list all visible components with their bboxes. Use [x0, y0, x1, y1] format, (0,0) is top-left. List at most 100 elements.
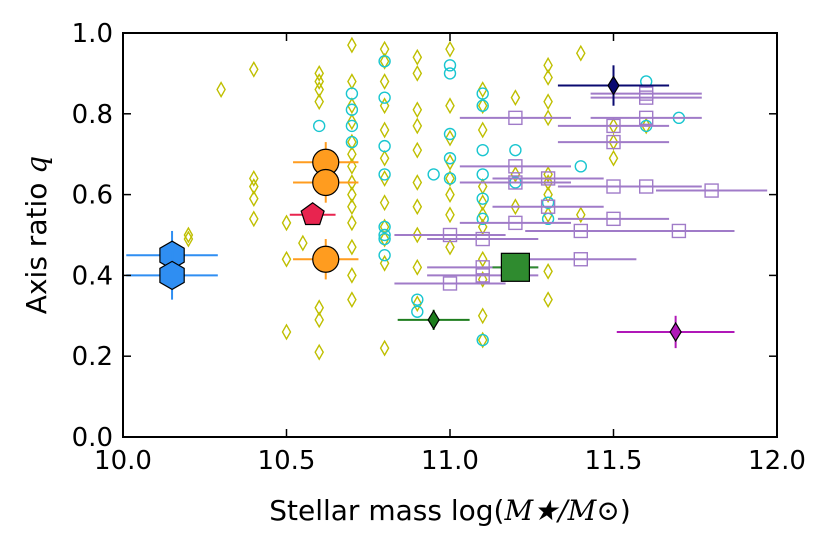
- purple-squares-point-14: [573, 223, 588, 239]
- yellow-diamonds-point-70: [477, 250, 488, 268]
- yellow-diamonds-point-57: [445, 129, 455, 147]
- yellow-diamonds-point-47: [412, 101, 423, 119]
- yellow-diamonds-point-76: [510, 198, 521, 216]
- yellow-diamonds-point-34: [379, 52, 390, 70]
- purple-squares-point-7: [540, 171, 556, 186]
- yellow-diamonds-point-43: [379, 254, 390, 272]
- purple-squares-point-6: [508, 159, 523, 174]
- yellow-diamonds-point-78: [543, 69, 553, 86]
- yellow-diamonds-point-46: [412, 64, 423, 82]
- yellow-diamonds-point-36: [379, 97, 390, 115]
- yellow-diamonds-point-5: [248, 210, 259, 228]
- yellow-diamonds-point-44: [379, 339, 390, 357]
- yellow-diamonds-point-51: [412, 198, 423, 216]
- yellow-diamonds-point-7: [183, 230, 194, 248]
- yellow-diamonds-point-87: [575, 206, 586, 224]
- y-tick-label-4: 0.8: [72, 100, 113, 130]
- cyan-circles-point-11: [378, 220, 391, 234]
- cyan-circles-point-32: [574, 160, 587, 173]
- cyan-circles-point-15: [427, 168, 440, 181]
- yellow-diamonds-point-45: [412, 48, 423, 66]
- cyan-circles-point-0: [313, 119, 326, 133]
- data-marks: [126, 36, 768, 361]
- cyan-circles-point-9: [378, 228, 391, 242]
- yellow-diamonds-series: [183, 36, 652, 361]
- green-diamond-point-0: [427, 309, 440, 330]
- yellow-diamonds-point-28: [347, 198, 357, 216]
- yellow-diamonds-point-48: [412, 117, 423, 135]
- yellow-diamonds-point-91: [608, 149, 619, 167]
- yellow-diamonds-point-61: [445, 206, 455, 224]
- yellow-diamonds-point-75: [510, 165, 521, 183]
- x-tick-label-2: 11.0: [421, 446, 479, 476]
- yellow-diamonds-point-72: [477, 307, 488, 325]
- yellow-diamonds-point-19: [347, 36, 357, 54]
- cyan-circles-point-17: [443, 127, 457, 141]
- yellow-diamonds-point-37: [379, 121, 390, 139]
- yellow-diamonds-point-42: [379, 230, 390, 248]
- yellow-diamonds-point-18: [314, 343, 325, 361]
- yellow-diamonds-point-2: [248, 170, 259, 187]
- yellow-diamonds-point-8: [281, 214, 292, 232]
- yellow-diamonds-point-77: [543, 56, 553, 74]
- yellow-diamonds-point-24: [347, 145, 357, 163]
- yellow-diamonds-point-69: [477, 218, 488, 236]
- yellow-diamonds-point-26: [347, 174, 357, 191]
- yellow-diamonds-point-21: [347, 97, 357, 115]
- yellow-diamonds-point-62: [445, 238, 455, 256]
- yellow-diamonds-point-80: [543, 109, 553, 127]
- red-pentagon-point-0: [300, 202, 325, 226]
- green-diamond-series: [397, 309, 470, 330]
- y-tick-label-2: 0.4: [72, 261, 113, 291]
- yellow-diamonds-point-10: [281, 323, 292, 341]
- yellow-diamonds-point-3: [248, 178, 259, 195]
- cyan-circles-point-26: [476, 212, 489, 226]
- yellow-diamonds-point-50: [412, 174, 423, 191]
- purple-squares-point-11: [704, 183, 719, 198]
- purple-squares-point-4: [606, 118, 621, 134]
- yellow-diamonds-point-73: [477, 331, 488, 349]
- yellow-diamonds-point-83: [543, 186, 553, 204]
- cyan-circles-point-21: [476, 87, 489, 100]
- red-pentagon-series: [289, 202, 336, 226]
- cyan-circles-point-3: [345, 135, 359, 149]
- yellow-diamonds-point-32: [347, 291, 357, 309]
- yellow-diamonds-point-14: [314, 81, 325, 98]
- purple-squares-point-22: [475, 268, 490, 283]
- navy-diamond-point-0: [607, 75, 620, 96]
- yellow-diamonds-point-55: [445, 40, 455, 58]
- purple-squares-point-19: [508, 215, 523, 231]
- cyan-circles-point-28: [509, 143, 522, 157]
- cyan-circles-point-16: [443, 152, 457, 165]
- yellow-diamonds-point-92: [641, 117, 652, 135]
- yellow-diamonds-point-13: [314, 73, 325, 90]
- orange-circles-series: [293, 142, 359, 280]
- cyan-circles-point-4: [378, 168, 391, 181]
- blue-hexagons-series: [126, 230, 218, 300]
- yellow-diamonds-point-17: [314, 311, 325, 329]
- purple-squares-point-13: [606, 211, 621, 227]
- yellow-diamonds-point-54: [412, 295, 423, 313]
- cyan-circles-point-7: [378, 55, 391, 68]
- purple-squares-point-12: [540, 199, 556, 214]
- yellow-diamonds-point-15: [314, 93, 325, 111]
- yellow-diamonds-point-6: [183, 226, 194, 244]
- magenta-diamond-series: [616, 315, 735, 349]
- y-tick-label-1: 0.2: [72, 342, 113, 372]
- magenta-diamond-point-0: [669, 321, 682, 343]
- yellow-diamonds-point-82: [543, 174, 553, 191]
- x-tick-label-0: 10.0: [94, 446, 152, 476]
- blue-hexagons-point-1: [159, 260, 185, 291]
- axis-ticks: 10.0 10.5 11.0 11.5 12.0 0.0 0.2 0.4 0.6 0.8 1.0: [72, 19, 806, 476]
- x-tick-label-1: 10.5: [258, 446, 316, 476]
- yellow-diamonds-point-29: [347, 214, 357, 232]
- cyan-circles-point-20: [443, 67, 457, 80]
- cyan-circles-point-14: [411, 305, 424, 318]
- yellow-diamonds-point-0: [216, 81, 226, 98]
- orange-circles-point-1: [312, 168, 340, 197]
- yellow-diamonds-point-40: [379, 194, 390, 212]
- yellow-diamonds-point-35: [379, 73, 390, 90]
- yellow-diamonds-point-88: [575, 44, 586, 62]
- yellow-diamonds-point-22: [347, 113, 357, 131]
